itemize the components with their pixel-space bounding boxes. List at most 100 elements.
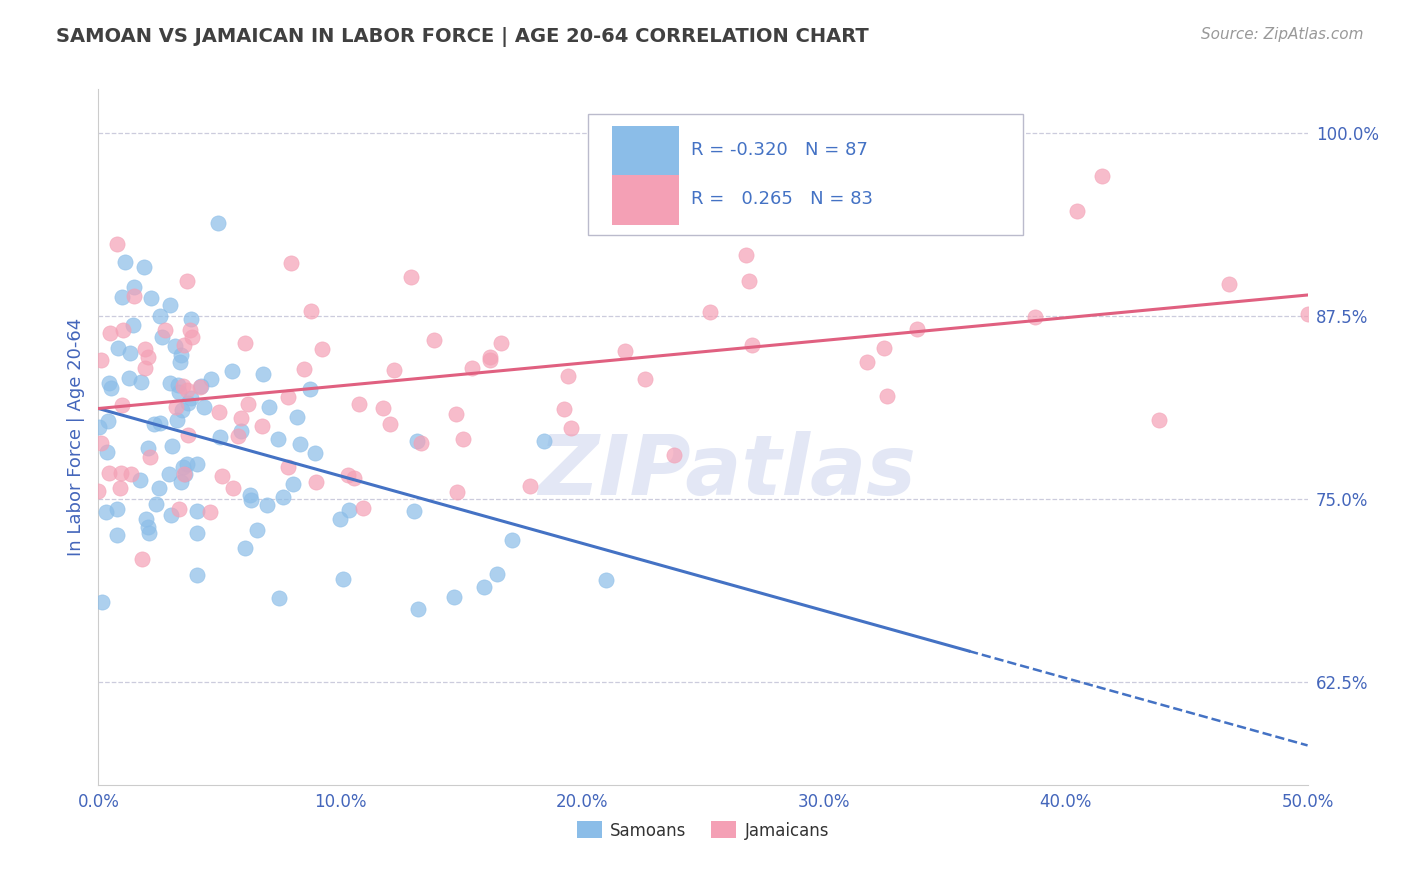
Point <box>105 237 128 252</box>
Point <box>905 322 928 336</box>
Point <box>240 493 263 508</box>
Point <box>186 568 208 582</box>
Point <box>94 504 117 518</box>
Point <box>200 372 222 386</box>
Point <box>533 434 555 449</box>
Point <box>873 341 896 355</box>
Point <box>177 396 200 410</box>
Point <box>299 303 322 318</box>
Point <box>172 379 194 393</box>
Point <box>406 602 429 616</box>
Point <box>285 410 308 425</box>
Point <box>193 401 215 415</box>
Point <box>229 424 252 438</box>
Point <box>277 390 299 404</box>
Point <box>134 342 156 356</box>
Point <box>238 397 260 411</box>
Point <box>186 504 208 518</box>
Point <box>180 311 202 326</box>
Point <box>406 434 429 449</box>
Point <box>446 485 468 500</box>
Point <box>87 484 110 499</box>
Point <box>221 481 243 495</box>
Text: ZIPatlas: ZIPatlas <box>538 432 917 512</box>
Point <box>233 336 256 351</box>
Point <box>662 448 685 462</box>
Point <box>153 323 176 337</box>
Point <box>145 497 167 511</box>
Text: R = -0.320   N = 87: R = -0.320 N = 87 <box>690 141 868 159</box>
Point <box>337 468 360 483</box>
Point <box>198 505 221 519</box>
Point <box>343 470 366 484</box>
Point <box>402 504 425 518</box>
Point <box>226 429 249 443</box>
Point <box>190 380 212 394</box>
Point <box>131 375 153 389</box>
Point <box>172 402 194 417</box>
Point <box>190 379 212 393</box>
Point <box>173 337 195 351</box>
Point <box>1296 307 1319 321</box>
Point <box>1091 169 1114 183</box>
Point <box>221 364 243 378</box>
Point <box>371 401 394 415</box>
Point <box>738 274 761 288</box>
Point <box>160 508 183 522</box>
Point <box>259 401 281 415</box>
Legend: Samoans, Jamaicans: Samoans, Jamaicans <box>569 814 837 847</box>
Point <box>246 523 269 537</box>
Point <box>176 457 198 471</box>
Text: Source: ZipAtlas.com: Source: ZipAtlas.com <box>1201 27 1364 42</box>
Point <box>122 288 145 302</box>
Point <box>1147 413 1170 427</box>
Point <box>180 330 202 344</box>
Point <box>1218 277 1240 291</box>
Point <box>118 371 141 385</box>
Point <box>595 573 617 587</box>
Point <box>231 411 253 425</box>
Point <box>157 467 180 481</box>
Point <box>139 450 162 464</box>
Point <box>501 533 523 547</box>
Point <box>634 372 657 386</box>
Point <box>489 335 512 350</box>
Point <box>112 323 135 337</box>
Point <box>337 503 360 517</box>
Point <box>169 354 191 368</box>
Text: SAMOAN VS JAMAICAN IN LABOR FORCE | AGE 20-64 CORRELATION CHART: SAMOAN VS JAMAICAN IN LABOR FORCE | AGE … <box>56 27 869 46</box>
Point <box>382 363 405 377</box>
Point <box>486 566 509 581</box>
Point <box>107 341 129 355</box>
Point <box>409 435 432 450</box>
Point <box>111 398 134 412</box>
Point <box>120 467 142 481</box>
FancyBboxPatch shape <box>588 113 1024 235</box>
Point <box>451 432 474 446</box>
Point <box>114 255 136 269</box>
Point <box>90 595 112 609</box>
Point <box>304 445 326 459</box>
Point <box>176 384 198 398</box>
Point <box>699 305 721 319</box>
Point <box>166 413 188 427</box>
Point <box>252 368 274 382</box>
Point <box>159 298 181 312</box>
Point <box>148 481 170 495</box>
Point <box>149 416 172 430</box>
Point <box>186 526 208 541</box>
Point <box>98 326 121 341</box>
Point <box>557 368 579 383</box>
Point <box>186 457 208 471</box>
Point <box>139 292 162 306</box>
Point <box>1066 204 1088 219</box>
Point <box>108 481 131 495</box>
Point <box>443 590 465 604</box>
FancyBboxPatch shape <box>613 126 679 176</box>
Point <box>267 591 290 605</box>
Point <box>143 417 166 431</box>
Point <box>734 247 756 261</box>
Point <box>614 344 637 359</box>
Point <box>167 501 190 516</box>
Point <box>107 501 129 516</box>
